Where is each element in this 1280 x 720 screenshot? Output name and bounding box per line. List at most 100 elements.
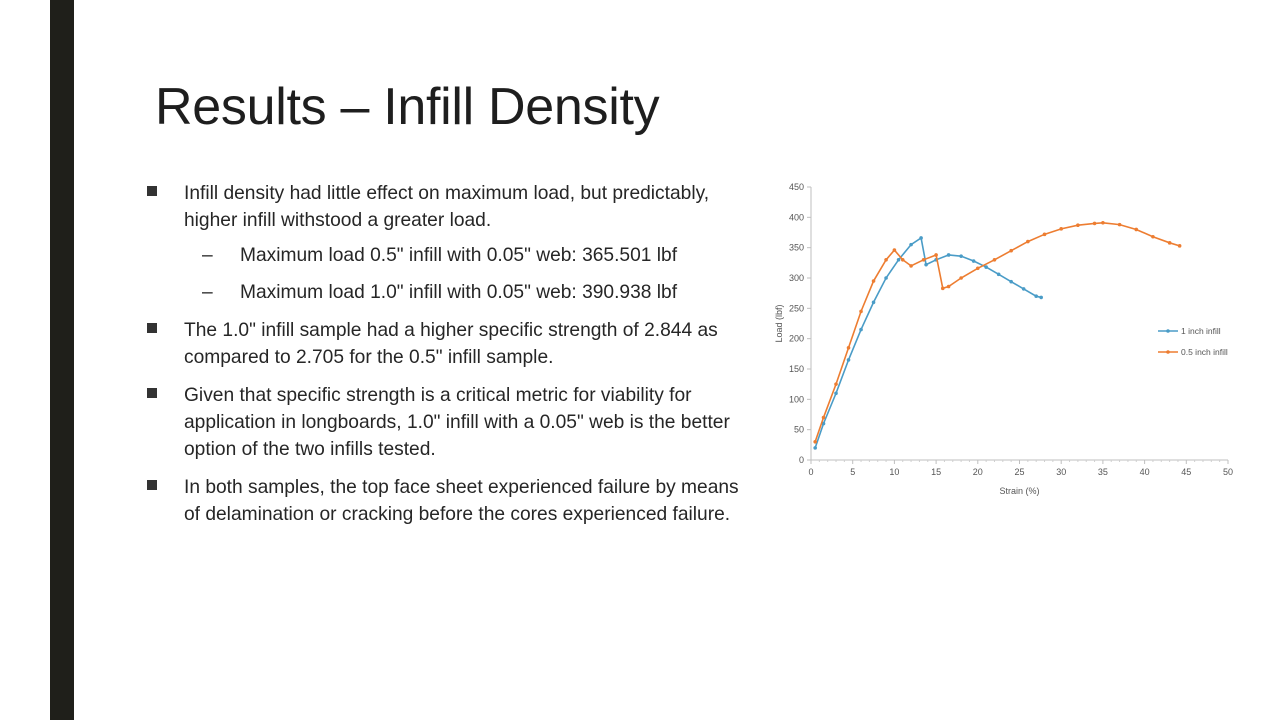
bullet-square-icon (147, 186, 157, 196)
legend-marker (1166, 329, 1170, 333)
data-point (909, 242, 913, 247)
left-accent-bar (50, 0, 74, 720)
bullet-list: Infill density had little effect on maxi… (143, 180, 753, 528)
bullet-item: Infill density had little effect on maxi… (143, 180, 753, 306)
data-point (821, 421, 826, 426)
data-point (846, 358, 851, 362)
data-point (934, 253, 938, 257)
x-tick-label: 5 (850, 467, 855, 477)
data-point (984, 265, 988, 269)
dash-icon: – (202, 245, 213, 266)
data-point (846, 345, 851, 350)
y-tick-label: 350 (789, 243, 804, 253)
data-point (1026, 239, 1030, 244)
x-tick-label: 15 (931, 467, 941, 477)
dash-icon: – (202, 282, 213, 303)
x-tick-label: 45 (1181, 467, 1191, 477)
data-point (1076, 223, 1080, 228)
slide-title: Results – Infill Density (155, 78, 660, 136)
data-point (1021, 287, 1026, 291)
x-tick-label: 40 (1140, 467, 1150, 477)
data-point (940, 286, 945, 291)
data-point (813, 440, 817, 444)
data-point (859, 327, 863, 332)
y-tick-label: 0 (799, 455, 804, 465)
load-strain-chart: 0 50 100 150 200 250 300 350 400 450 0 5 10 15 20 25 30 3… (774, 182, 1233, 496)
y-tick-label: 200 (789, 334, 804, 344)
bullet-square-icon (147, 480, 157, 490)
data-point (946, 284, 951, 289)
legend-label: 0.5 inch infill (1181, 347, 1228, 357)
y-tick-label: 450 (789, 182, 804, 192)
x-tick-label: 0 (808, 467, 813, 477)
data-point (1167, 241, 1172, 245)
bullet-text: Infill density had little effect on maxi… (184, 183, 710, 231)
x-tick-label: 35 (1098, 467, 1108, 477)
data-point (884, 276, 888, 280)
x-tick-label: 20 (973, 467, 983, 477)
data-point (834, 391, 838, 396)
y-tick-label: 150 (789, 364, 804, 374)
data-point (1151, 234, 1155, 239)
data-point (971, 259, 976, 263)
sub-bullet-item: – Maximum load 0.5" infill with 0.05" we… (184, 242, 753, 269)
data-point (813, 446, 817, 450)
y-tick-label: 50 (794, 425, 804, 435)
data-point (1009, 248, 1013, 253)
data-point (884, 258, 888, 262)
data-point (1101, 220, 1105, 225)
chart-area: 0 50 100 150 200 250 300 350 400 450 0 5 10 15 20 25 30 3… (768, 176, 1248, 506)
x-tick-label: 10 (889, 467, 899, 477)
data-point (921, 258, 926, 262)
bullet-square-icon (147, 323, 157, 333)
data-point (1034, 294, 1038, 298)
data-point (959, 254, 963, 258)
bullet-item: The 1.0" infill sample had a higher spec… (143, 317, 753, 371)
sub-bullet-text: Maximum load 1.0" infill with 0.05" web:… (240, 282, 678, 303)
x-tick-label: 50 (1223, 467, 1233, 477)
data-point (871, 300, 876, 305)
data-point (992, 258, 997, 262)
data-point (1177, 244, 1182, 248)
data-point (946, 253, 951, 257)
y-tick-label: 400 (789, 212, 804, 222)
bullet-text: In both samples, the top face sheet expe… (184, 477, 739, 525)
series-line (814, 236, 1042, 449)
data-point (892, 248, 897, 252)
data-point (919, 236, 923, 240)
x-tick-label: 25 (1014, 467, 1024, 477)
data-point (900, 258, 905, 262)
data-point (1092, 221, 1097, 226)
bullet-square-icon (147, 388, 157, 398)
y-tick-label: 300 (789, 273, 804, 283)
data-point (976, 266, 980, 271)
y-tick-label: 250 (789, 303, 804, 313)
data-point (1117, 222, 1122, 227)
data-point (959, 276, 963, 280)
data-point (859, 309, 863, 314)
data-point (909, 264, 913, 268)
data-point (996, 272, 1001, 277)
data-point (896, 258, 901, 262)
sub-bullet-item: – Maximum load 1.0" infill with 0.05" we… (184, 279, 753, 306)
data-point (1059, 227, 1063, 231)
y-axis-label: Load (lbf) (774, 304, 784, 342)
bullet-text: The 1.0" infill sample had a higher spec… (184, 320, 718, 368)
data-point (924, 262, 928, 267)
bullet-text: Given that specific strength is a critic… (184, 385, 730, 460)
x-tick-label: 30 (1056, 467, 1066, 477)
series-line (814, 221, 1180, 443)
x-axis-label: Strain (%) (999, 486, 1039, 496)
y-tick-label: 100 (789, 394, 804, 404)
bullet-item: In both samples, the top face sheet expe… (143, 474, 753, 528)
data-point (871, 279, 876, 283)
sub-bullet-text: Maximum load 0.5" infill with 0.05" web:… (240, 245, 678, 266)
data-point (1042, 232, 1047, 237)
bullet-item: Given that specific strength is a critic… (143, 382, 753, 463)
data-point (821, 415, 826, 420)
data-point (1009, 279, 1013, 284)
legend-label: 1 inch infill (1181, 326, 1221, 336)
data-point (1039, 295, 1043, 300)
bullet-content: Infill density had little effect on maxi… (143, 180, 753, 539)
sub-bullet-list: – Maximum load 0.5" infill with 0.05" we… (184, 242, 753, 306)
